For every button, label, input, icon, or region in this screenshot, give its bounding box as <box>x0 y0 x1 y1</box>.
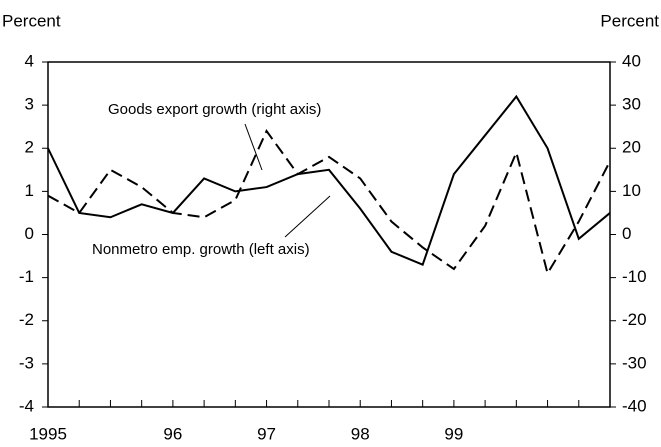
y2-tick-label: 30 <box>622 95 641 114</box>
series-line <box>47 94 611 267</box>
x-tick-label: 99 <box>444 424 463 443</box>
leader-line <box>244 123 263 171</box>
y2-tick-label: -40 <box>622 396 647 415</box>
annotation: Goods export growth (right axis) <box>108 101 321 118</box>
x-tick-label: 96 <box>163 424 182 443</box>
leader-line <box>284 195 331 238</box>
y-tick-label: -4 <box>19 396 34 415</box>
y-tick-label: -2 <box>19 310 34 329</box>
y-tick-label: 3 <box>25 95 34 114</box>
y-tick-label: 1 <box>25 181 34 200</box>
y2-tick-label: -20 <box>622 310 647 329</box>
y2-tick-label: 20 <box>622 138 641 157</box>
y-tick-label: 0 <box>25 224 34 243</box>
y2-tick-label: 40 <box>622 51 641 70</box>
x-tick-label: 97 <box>257 424 276 443</box>
y-axis-label: Percent <box>2 11 61 30</box>
y-tick-label: 2 <box>25 138 34 157</box>
x-tick-label: 98 <box>351 424 370 443</box>
y2-tick-label: 0 <box>622 224 631 243</box>
y-tick-label: 4 <box>25 51 34 70</box>
y-tick-label: -3 <box>19 353 34 372</box>
y2-axis-label: Percent <box>600 11 659 30</box>
annotation: Nonmetro emp. growth (left axis) <box>92 241 310 258</box>
y2-tick-label: 10 <box>622 181 641 200</box>
y2-tick-label: -10 <box>622 267 647 286</box>
series-line <box>47 129 611 276</box>
y-tick-label: -1 <box>19 267 34 286</box>
x-tick-label: 1995 <box>29 424 67 443</box>
y2-tick-label: -30 <box>622 353 647 372</box>
